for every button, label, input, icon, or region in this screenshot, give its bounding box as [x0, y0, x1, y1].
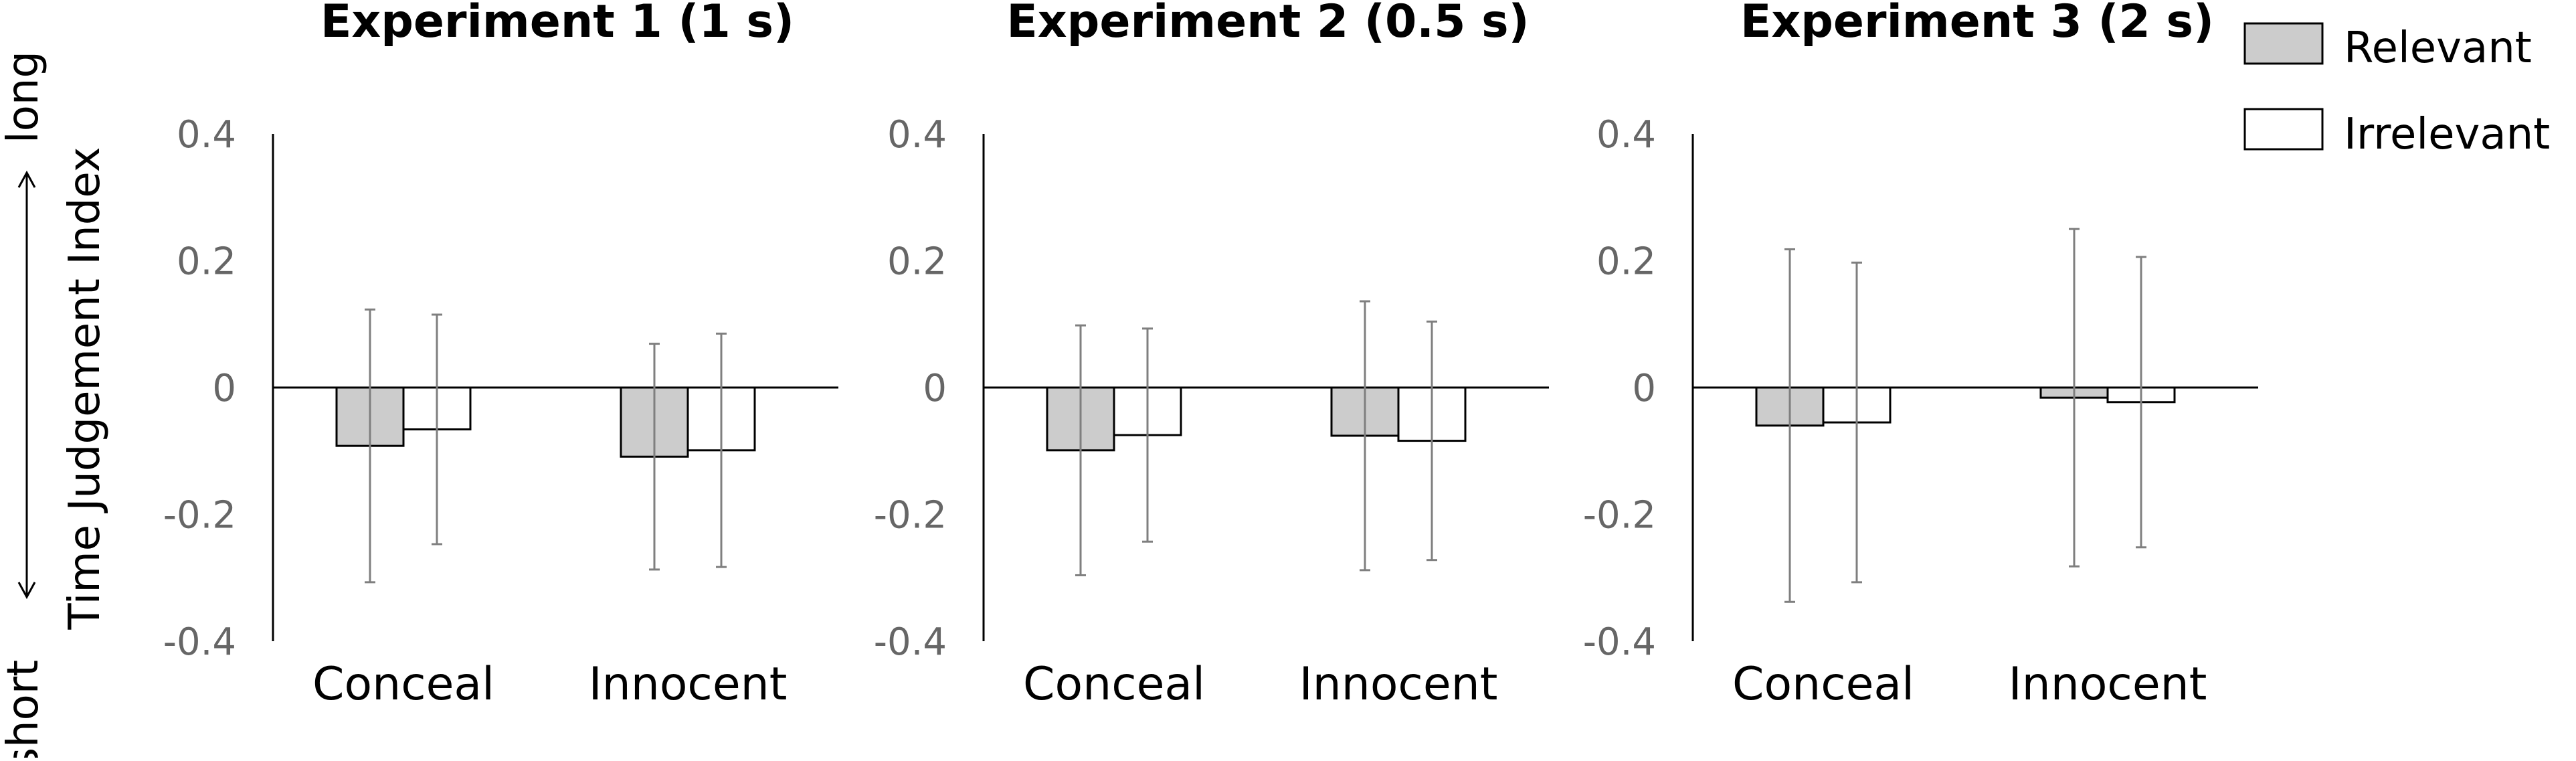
y-tick-label: 0 — [1632, 367, 1656, 410]
y-tick-label: 0 — [923, 367, 947, 410]
y-axis-top-label: long — [0, 51, 48, 143]
y-axis-bottom-label: short — [0, 660, 48, 758]
category-label: Conceal — [1023, 658, 1205, 711]
legend-item-irrelevant: Irrelevant — [2243, 108, 2550, 159]
y-tick-label: 0.2 — [177, 240, 236, 284]
y-tick-label: -0.2 — [163, 494, 236, 537]
panel-title: Experiment 3 (2 s) — [1740, 0, 2214, 48]
y-axis-description: long Time Judgement Index short — [0, 51, 110, 761]
y-tick-label: -0.2 — [1583, 494, 1656, 537]
y-tick-label: -0.2 — [874, 494, 947, 537]
y-tick-label: 0.4 — [177, 113, 236, 157]
legend-label-irrelevant: Irrelevant — [2344, 110, 2550, 159]
legend-item-relevant: Relevant — [2243, 22, 2532, 73]
legend-swatch-relevant — [2243, 22, 2324, 65]
category-label: Conceal — [1732, 658, 1914, 711]
legend-label-relevant: Relevant — [2344, 23, 2532, 73]
panel-title: Experiment 1 (1 s) — [320, 0, 794, 48]
category-label: Innocent — [589, 658, 788, 711]
category-label: Innocent — [2009, 658, 2207, 711]
y-tick-label: 0.4 — [887, 113, 947, 157]
chart-panel-2: Experiment 2 (0.5 s) 0.4 0.2 0 -0.2 -0.4 Conce… — [874, 0, 1549, 711]
y-tick-label: -0.4 — [1583, 620, 1656, 664]
chart-panel-3: Experiment 3 (2 s) 0.4 0.2 0 -0.2 -0.4 Conceal… — [1583, 0, 2258, 711]
category-label: Innocent — [1299, 658, 1498, 711]
y-tick-label: 0 — [212, 367, 236, 410]
y-tick-label: 0.2 — [887, 240, 947, 284]
y-axis-label: Time Judgement Index — [60, 147, 110, 630]
y-tick-label: -0.4 — [163, 620, 236, 664]
category-label: Conceal — [312, 658, 494, 711]
chart-panel-1: Experiment 1 (1 s) 0.4 0.2 0 -0.2 -0.4 Conceal… — [163, 0, 838, 711]
legend-swatch-irrelevant — [2243, 108, 2324, 151]
y-tick-label: 0.4 — [1596, 113, 1656, 157]
y-tick-label: 0.2 — [1596, 240, 1656, 284]
panel-title: Experiment 2 (0.5 s) — [1006, 0, 1529, 48]
legend: Relevant Irrelevant — [2243, 22, 2550, 159]
y-tick-label: -0.4 — [874, 620, 947, 664]
y-axis-arrow — [17, 170, 36, 600]
chart-panels: Experiment 1 (1 s) 0.4 0.2 0 -0.2 -0.4 Conceal… — [163, 0, 2258, 711]
